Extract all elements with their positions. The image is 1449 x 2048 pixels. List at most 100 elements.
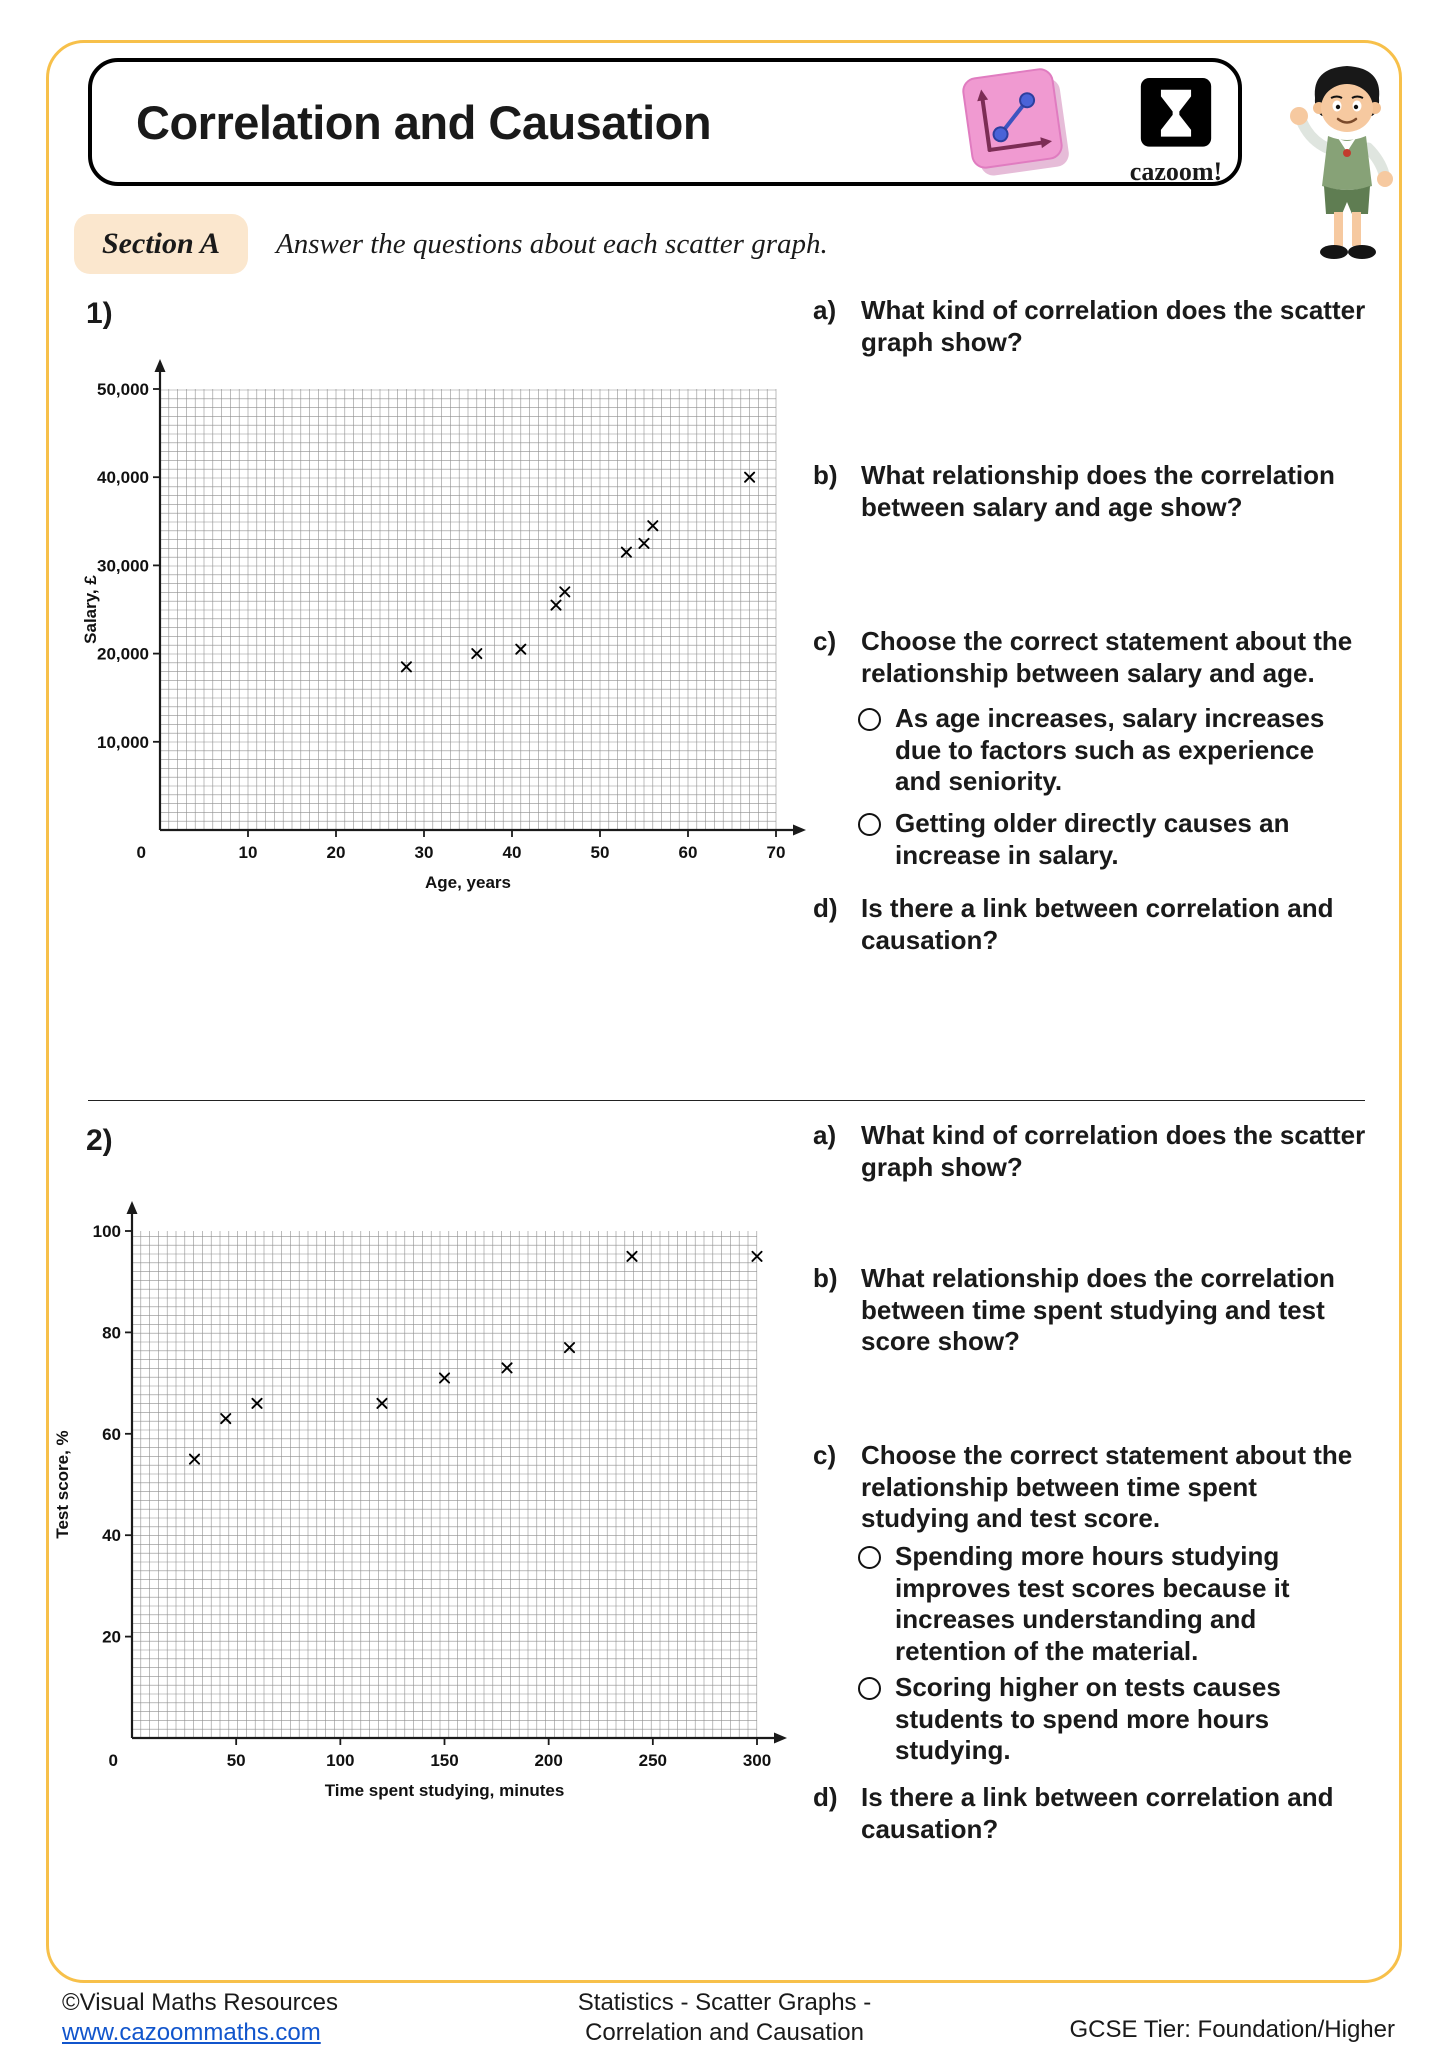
boy-mascot-illustration: [1272, 56, 1422, 271]
svg-text:60: 60: [679, 843, 698, 862]
cazoom-logo: cazoom!: [1118, 78, 1234, 187]
question-2c-option-1[interactable]: Spending more hours studying improves te…: [858, 1541, 1368, 1668]
svg-text:30,000: 30,000: [97, 556, 149, 575]
footer-website-link[interactable]: www.cazoommaths.com: [62, 2019, 321, 2046]
question-2d: d) Is there a link between correlation a…: [813, 1782, 1379, 1845]
section-instruction: Answer the questions about each scatter …: [276, 228, 828, 260]
svg-text:Age, years: Age, years: [425, 873, 511, 892]
scatter-chart-score-vs-study-time: 50 100 150 200 250 300 20 40 60 80 100 0 Time spent …: [40, 1190, 830, 1850]
svg-text:300: 300: [743, 1751, 771, 1770]
radio-button-icon[interactable]: [858, 813, 881, 836]
svg-text:100: 100: [326, 1751, 354, 1770]
svg-text:20: 20: [102, 1628, 121, 1647]
part-label: c): [813, 1440, 837, 1470]
svg-text:70: 70: [767, 843, 786, 862]
question-1-number: 1): [86, 297, 113, 330]
axis-labels: 50 100 150 200 250 300 20 40 60 80 100 0 Time spent …: [53, 1222, 771, 1800]
option-text: Getting older directly causes an increas…: [895, 808, 1290, 870]
svg-text:50: 50: [591, 843, 610, 862]
question-1c-option-2[interactable]: Getting older directly causes an increas…: [858, 808, 1368, 871]
footer-tier: GCSE Tier: Foundation/Higher: [1069, 2016, 1396, 2043]
cazoom-logo-text: cazoom!: [1129, 157, 1223, 186]
part-text: Is there a link between correlation and …: [861, 1782, 1334, 1844]
scatter-chart-salary-vs-age: 10 20 30 40 50 60 70 10,000 20,000 30,000 40,000 50…: [65, 355, 825, 935]
scatter-graph-icon: [952, 58, 1080, 186]
svg-text:20,000: 20,000: [97, 645, 149, 664]
svg-text:10,000: 10,000: [97, 733, 149, 752]
axis-ticks: [125, 1230, 758, 1745]
axis-ticks: [153, 388, 777, 837]
svg-text:Time spent studying, minutes: Time spent studying, minutes: [325, 1781, 565, 1800]
part-label: b): [813, 1263, 838, 1293]
option-text: As age increases, salary increases due t…: [895, 703, 1325, 797]
svg-text:50,000: 50,000: [97, 380, 149, 399]
page-border-frame: [46, 40, 1402, 1983]
question-2a: a) What kind of correlation does the sca…: [813, 1120, 1379, 1183]
footer-copyright: ©Visual Maths Resources: [62, 1989, 339, 2016]
boy-mascot-svg: [1290, 66, 1393, 259]
part-label: b): [813, 460, 838, 490]
part-text: Is there a link between correlation and …: [861, 893, 1334, 955]
axis-arrowheads: [154, 359, 806, 836]
svg-text:250: 250: [639, 1751, 667, 1770]
scatter-badge-svg: [962, 68, 1069, 176]
page-title: Correlation and Causation: [136, 95, 712, 149]
option-text: Spending more hours studying improves te…: [895, 1541, 1290, 1667]
question-2b: b) What relationship does the correlatio…: [813, 1263, 1379, 1358]
svg-text:40: 40: [102, 1526, 121, 1545]
svg-text:100: 100: [93, 1222, 121, 1241]
part-text: Choose the correct statement about the r…: [861, 626, 1353, 688]
question-2-number: 2): [86, 1124, 113, 1157]
svg-text:80: 80: [102, 1323, 121, 1342]
radio-button-icon[interactable]: [858, 1546, 881, 1569]
svg-text:50: 50: [227, 1751, 246, 1770]
part-label: c): [813, 626, 837, 656]
cazoom-hourglass-icon: [1140, 78, 1212, 147]
part-text: What kind of correlation does the scatte…: [861, 1120, 1366, 1182]
svg-text:20: 20: [327, 843, 346, 862]
svg-text:150: 150: [430, 1751, 458, 1770]
svg-text:Salary, £: Salary, £: [81, 575, 100, 644]
study-score-scatter-svg: 50 100 150 200 250 300 20 40 60 80 100 0 Time spent …: [53, 1201, 787, 1800]
part-text: What kind of correlation does the scatte…: [861, 295, 1366, 357]
svg-text:10: 10: [239, 843, 258, 862]
data-points: [400, 471, 756, 673]
plot-grid: [159, 389, 777, 831]
question-1c: c) Choose the correct statement about th…: [813, 626, 1379, 689]
part-label: d): [813, 1782, 838, 1812]
footer-topic-line2: Correlation and Causation: [585, 2019, 864, 2046]
axis-labels: 10 20 30 40 50 60 70 10,000 20,000 30,000 40,000 50…: [81, 380, 785, 892]
radio-button-icon[interactable]: [858, 708, 881, 731]
svg-text:200: 200: [534, 1751, 562, 1770]
option-text: Scoring higher on tests causes students …: [895, 1672, 1281, 1766]
section-label: Section A: [74, 214, 249, 274]
part-text: What relationship does the correlation b…: [861, 460, 1335, 522]
question-1c-option-1[interactable]: As age increases, salary increases due t…: [858, 703, 1368, 798]
svg-text:40,000: 40,000: [97, 468, 149, 487]
radio-button-icon[interactable]: [858, 1677, 881, 1700]
svg-text:30: 30: [415, 843, 434, 862]
svg-text:60: 60: [102, 1425, 121, 1444]
footer-topic-line1: Statistics - Scatter Graphs -: [577, 1989, 872, 2016]
data-points: [188, 1250, 763, 1465]
footer-center: Statistics - Scatter Graphs - Correlatio…: [0, 1988, 1449, 2048]
svg-text:40: 40: [503, 843, 522, 862]
footer-left: ©Visual Maths Resources www.cazoommaths.…: [62, 1988, 338, 2048]
question-1b: b) What relationship does the correlatio…: [813, 460, 1379, 523]
question-2c-option-2[interactable]: Scoring higher on tests causes students …: [858, 1672, 1368, 1767]
part-label: a): [813, 1120, 837, 1150]
part-text: What relationship does the correlation b…: [861, 1263, 1335, 1357]
svg-text:Test score, %: Test score, %: [53, 1430, 72, 1538]
svg-text:0: 0: [137, 843, 146, 862]
question-1a: a) What kind of correlation does the sca…: [813, 295, 1379, 358]
question-1d: d) Is there a link between correlation a…: [813, 893, 1379, 956]
plot-grid: [131, 1231, 758, 1739]
part-text: Choose the correct statement about the r…: [861, 1440, 1353, 1534]
svg-text:0: 0: [109, 1751, 118, 1770]
part-label: d): [813, 893, 838, 923]
plot-axes: [130, 1213, 775, 1740]
axis-arrowheads: [126, 1201, 787, 1744]
question-divider: [88, 1100, 1365, 1101]
part-label: a): [813, 295, 837, 325]
